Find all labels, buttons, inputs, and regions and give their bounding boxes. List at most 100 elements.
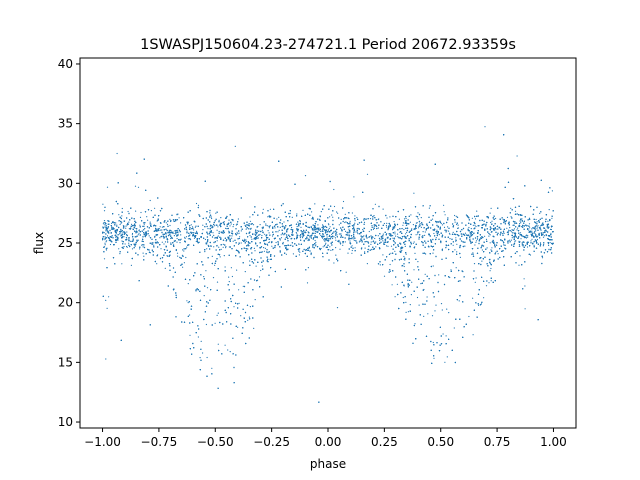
data-point xyxy=(539,242,542,244)
data-point xyxy=(526,225,528,227)
data-point xyxy=(461,240,463,242)
data-point xyxy=(484,126,486,128)
data-point xyxy=(494,243,496,245)
data-point xyxy=(517,227,519,229)
data-point xyxy=(353,239,355,241)
data-point xyxy=(496,228,498,230)
data-point xyxy=(299,235,301,237)
data-point xyxy=(537,235,539,237)
data-point xyxy=(491,247,493,249)
data-point xyxy=(488,233,490,235)
data-point xyxy=(424,231,426,233)
data-point xyxy=(548,209,550,211)
data-point xyxy=(203,276,205,278)
data-point xyxy=(372,226,374,228)
data-point xyxy=(177,255,179,257)
data-point xyxy=(414,323,416,325)
data-point xyxy=(140,211,142,214)
data-point xyxy=(353,226,355,228)
data-point xyxy=(305,249,307,252)
data-point xyxy=(341,228,343,230)
data-point xyxy=(329,216,331,218)
data-point xyxy=(382,240,384,242)
data-point xyxy=(289,244,291,247)
data-point xyxy=(178,217,180,219)
data-point xyxy=(125,245,128,248)
data-point xyxy=(384,240,387,242)
data-point xyxy=(291,226,293,229)
data-point xyxy=(475,225,477,228)
data-point xyxy=(405,301,407,303)
data-point xyxy=(163,243,165,245)
data-point xyxy=(255,265,257,267)
data-point xyxy=(126,246,128,248)
data-point xyxy=(125,234,128,236)
data-point xyxy=(351,252,353,254)
data-point xyxy=(302,209,304,211)
data-point xyxy=(148,235,150,237)
data-point xyxy=(209,212,211,214)
data-point xyxy=(449,276,451,279)
data-point xyxy=(333,236,335,238)
data-point xyxy=(417,218,419,220)
data-point xyxy=(531,228,533,230)
data-point xyxy=(414,224,417,226)
data-point xyxy=(348,236,350,238)
data-point xyxy=(520,222,522,224)
data-point xyxy=(173,235,175,237)
data-point xyxy=(307,239,309,242)
data-point xyxy=(170,242,172,244)
data-point xyxy=(398,218,400,220)
data-point xyxy=(489,212,491,214)
data-point xyxy=(115,233,117,235)
data-point xyxy=(519,232,522,234)
data-point xyxy=(392,235,394,237)
data-point xyxy=(106,186,109,188)
data-point xyxy=(203,295,205,297)
data-point xyxy=(400,248,402,250)
data-point xyxy=(420,217,422,219)
data-point xyxy=(229,225,231,227)
data-point xyxy=(125,236,127,239)
data-point xyxy=(420,226,422,228)
data-point xyxy=(104,244,106,246)
data-point xyxy=(215,212,217,214)
data-point xyxy=(452,225,455,227)
data-point xyxy=(392,237,394,239)
data-point xyxy=(109,243,112,246)
data-point xyxy=(518,264,520,266)
data-point xyxy=(236,269,238,271)
data-point xyxy=(262,208,264,210)
data-point xyxy=(137,234,139,236)
data-point xyxy=(186,230,188,232)
data-point xyxy=(212,232,214,234)
data-point xyxy=(213,246,215,248)
data-point xyxy=(396,233,399,235)
data-point xyxy=(452,231,454,233)
data-point xyxy=(536,221,538,223)
data-point xyxy=(409,221,411,223)
data-point xyxy=(527,236,529,238)
data-point xyxy=(495,251,497,253)
data-point xyxy=(324,232,326,234)
data-point xyxy=(183,250,185,252)
data-point xyxy=(118,214,120,216)
data-point xyxy=(204,251,206,253)
data-point xyxy=(475,277,477,279)
data-point xyxy=(338,239,340,241)
data-point xyxy=(123,236,125,238)
data-point xyxy=(231,275,233,278)
data-point xyxy=(256,232,258,234)
data-point xyxy=(520,238,522,240)
data-point xyxy=(298,243,300,245)
data-point xyxy=(260,269,262,272)
data-point xyxy=(454,249,456,251)
data-point xyxy=(116,224,118,226)
data-point xyxy=(351,245,353,247)
data-point xyxy=(124,232,127,234)
data-point xyxy=(361,247,363,249)
data-point xyxy=(521,218,523,220)
data-point xyxy=(329,246,331,248)
data-point xyxy=(306,238,308,240)
data-point xyxy=(320,234,322,236)
